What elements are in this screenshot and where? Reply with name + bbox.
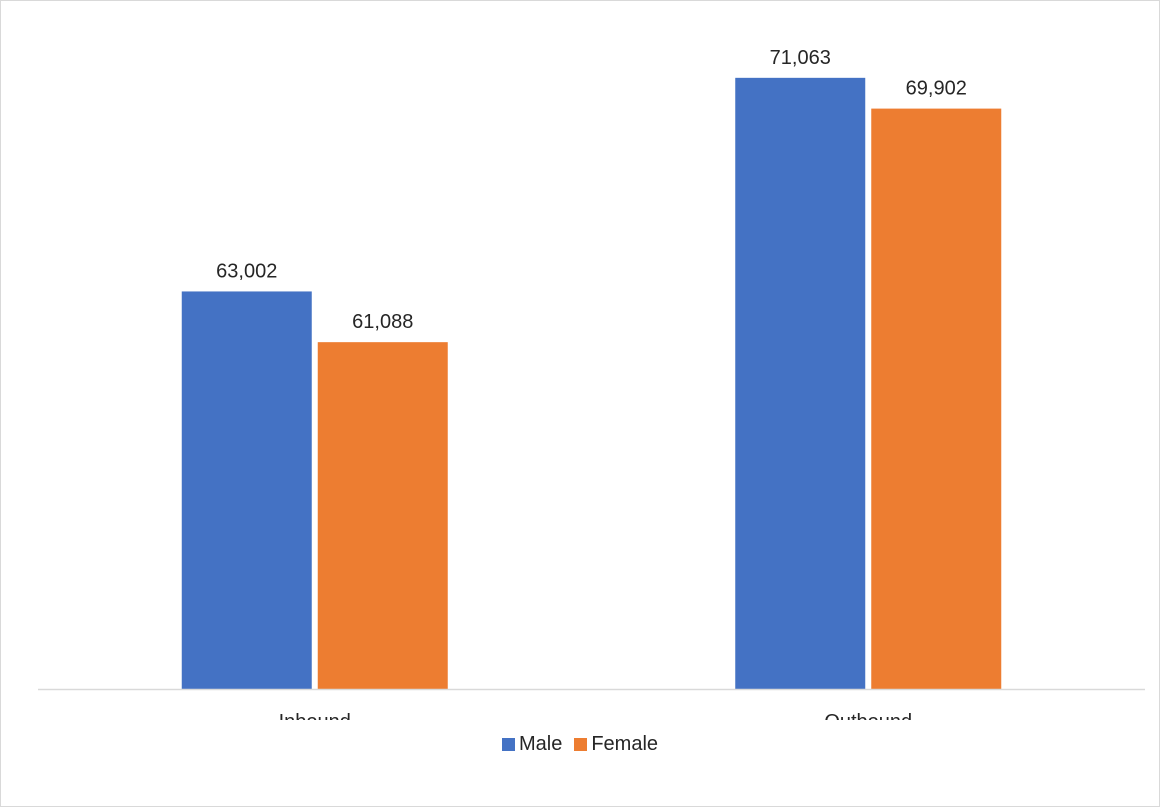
data-label-male-outbound: 71,063 [770,47,831,69]
legend-label-female: Female [591,733,659,755]
x-tick-label-inbound: Inbound [279,711,351,720]
legend-swatch-male [501,738,515,751]
legend-swatch-female [574,738,588,751]
bar-male-inbound [181,291,312,689]
data-labels-group: 63,002 61,088 71,063 69,902 [216,47,967,333]
data-label-female-inbound: 61,088 [352,311,413,333]
x-tick-label-outbound: Outbound [824,711,912,720]
bars-group [181,77,1002,690]
legend-item-female: Female [574,733,658,756]
bar-female-inbound [317,342,448,689]
bar-female-outbound [871,108,1002,690]
data-label-male-inbound: 63,002 [216,260,277,282]
x-tick-labels-group: Inbound Outbound [279,711,913,720]
bar-male-outbound [735,77,866,689]
data-label-female-outbound: 69,902 [906,78,967,100]
bar-chart: 63,002 61,088 71,063 69,902 Inbound Outbound [38,47,1145,720]
legend-label-male: Male [518,733,563,755]
legend: Male Female [0,733,1160,756]
legend-item-male: Male [501,733,563,756]
